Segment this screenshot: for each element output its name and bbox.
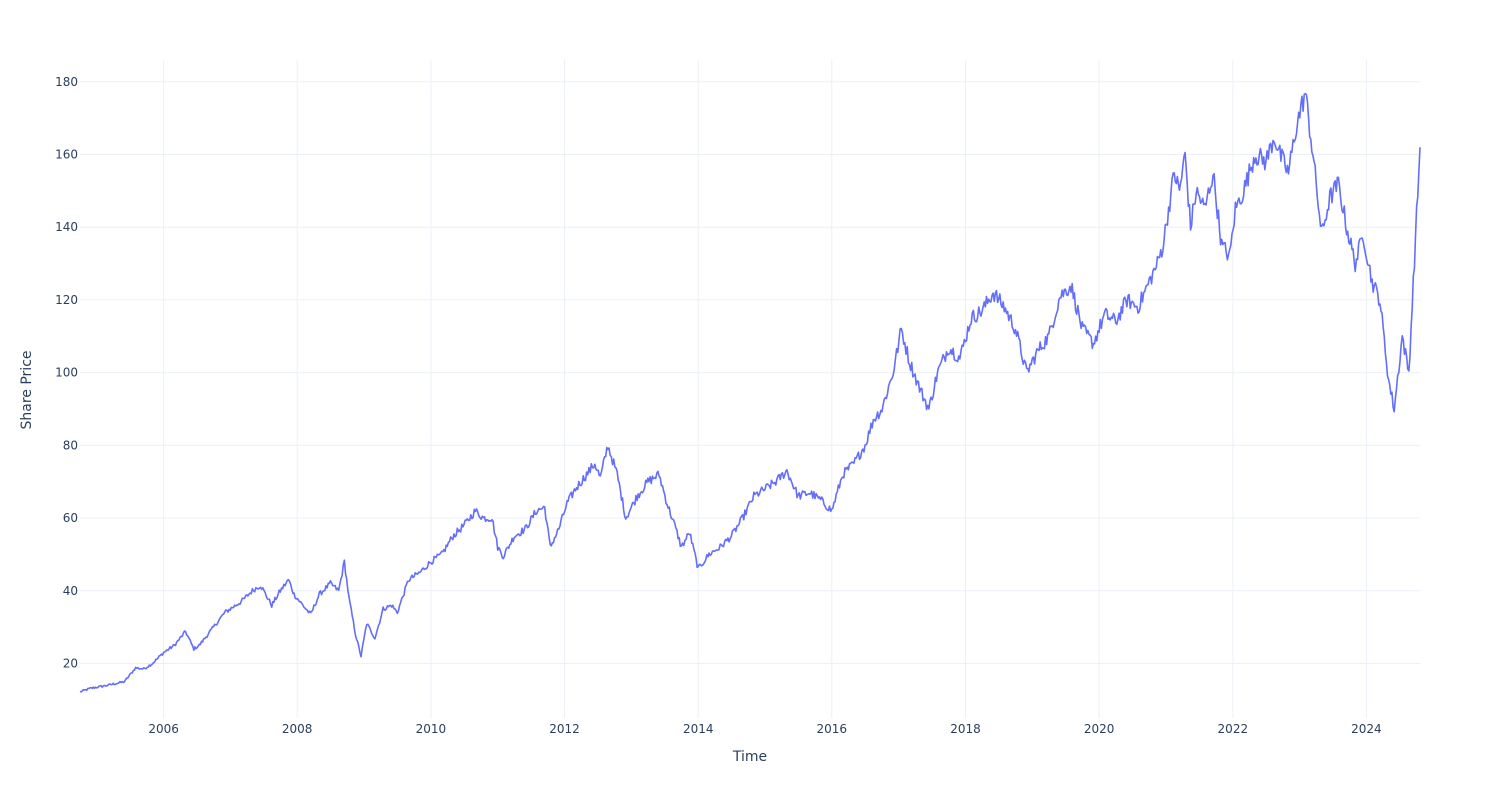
x-axis-title: Time (732, 749, 767, 765)
x-gridlines (163, 60, 1367, 718)
y-tick-label: 80 (63, 438, 78, 452)
y-axis-title: Share Price (19, 350, 35, 429)
y-tick-label: 40 (63, 584, 78, 598)
y-tick-label: 140 (55, 220, 78, 234)
x-tick-label: 2020 (1084, 722, 1115, 736)
x-tick-label: 2024 (1351, 722, 1382, 736)
y-tick-label: 60 (63, 511, 78, 525)
share-price-series-line (79, 92, 1421, 693)
y-tick-label: 100 (55, 366, 78, 380)
x-tick-label: 2012 (549, 722, 580, 736)
x-tick-label: 2018 (950, 722, 981, 736)
y-tick-label: 120 (55, 293, 78, 307)
x-tick-label: 2022 (1218, 722, 1249, 736)
x-tick-labels: 2006 2008 2010 2012 2014 2016 2018 2020 2022 2024 (148, 722, 1381, 736)
x-tick-label: 2010 (416, 722, 447, 736)
y-gridlines (80, 81, 1420, 664)
y-tick-labels: 20 40 60 80 100 120 140 160 180 (55, 75, 78, 671)
y-tick-label: 180 (55, 75, 78, 89)
series-layer (79, 92, 1421, 693)
x-tick-label: 2014 (683, 722, 714, 736)
y-tick-label: 20 (63, 656, 78, 670)
x-tick-label: 2016 (817, 722, 848, 736)
x-tick-label: 2008 (282, 722, 313, 736)
x-tick-label: 2006 (148, 722, 179, 736)
y-tick-label: 160 (55, 148, 78, 162)
